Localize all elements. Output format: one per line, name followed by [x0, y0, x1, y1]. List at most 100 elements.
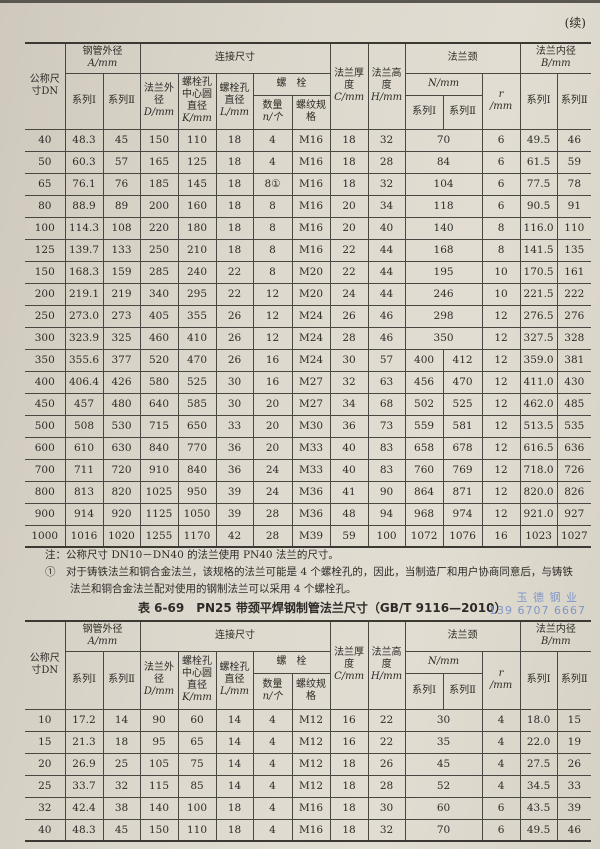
- cell-bolt-qty: 12: [252, 326, 293, 350]
- cell-flange-od: 105: [139, 752, 179, 776]
- col-bore-series1: 系列Ⅰ: [519, 650, 558, 710]
- cell-bolt-qty: 8: [252, 194, 293, 218]
- table-row: 600 610 630 840 770 36 20 M33 40 83 658 678 12 616.5 6…: [25, 436, 592, 460]
- col-pipe-od-text: A/mm: [87, 58, 118, 70]
- cell-neck-n-1: 1072: [404, 524, 444, 548]
- col-pipe-od-series2: 系列Ⅱ: [102, 72, 141, 130]
- cell-thickness: 18: [329, 752, 369, 776]
- cell-bolt-hole: 22: [215, 260, 254, 284]
- cell-bolt-circle: 355: [177, 304, 217, 328]
- cell-thread: M24: [291, 304, 331, 328]
- col-thickness: 法兰厚度 C/mm: [329, 620, 369, 710]
- col-thickness-text: 法兰厚度: [334, 68, 365, 92]
- cell-bore-2: 485: [556, 392, 592, 416]
- col-connection: 连接尺寸: [139, 42, 331, 74]
- cell-pipe-od-1: 76.1: [64, 172, 104, 196]
- cell-flange-od: 340: [139, 282, 179, 306]
- cell-bore-1: 116.0: [519, 216, 558, 240]
- cell-bolt-qty: 4: [252, 818, 293, 842]
- cell-height: 83: [367, 458, 406, 482]
- cell-neck-n-1: 559: [404, 414, 444, 438]
- cell-bore-1: 327.5: [519, 326, 558, 350]
- cell-neck-n-2: 412: [442, 348, 483, 372]
- cell-bolt-qty: 4: [252, 752, 293, 776]
- col-bore-text: 法兰内径: [535, 46, 576, 58]
- cell-bolt-qty: 28: [252, 502, 293, 526]
- cell-thickness: 48: [329, 502, 369, 526]
- cell-height: 44: [367, 260, 406, 284]
- cell-thread: M27: [291, 392, 331, 416]
- cell-neck-r: 12: [481, 436, 521, 460]
- cell-neck-r: 12: [481, 304, 521, 328]
- cell-neck-n-2: 974: [442, 502, 483, 526]
- table-row: 32 42.4 38 140 100 18 4 M16 18 30 60 6 43.5 39: [25, 796, 592, 820]
- cell-bolt-hole: 18: [215, 818, 254, 842]
- cell-neck-n-1: 864: [404, 480, 444, 504]
- col-bore-series1-text: 系列Ⅰ: [526, 674, 551, 685]
- col-bolt-circle: 螺栓孔中心圆直径 K/mm: [177, 72, 217, 130]
- cell-bolt-hole: 26: [215, 348, 254, 372]
- cell-height: 68: [367, 392, 406, 416]
- cell-bore-1: 820.0: [519, 480, 558, 504]
- cell-pipe-od-2: 14: [102, 708, 141, 732]
- cell-pipe-od-2: 273: [102, 304, 141, 328]
- cell-pipe-od-1: 60.3: [64, 150, 104, 174]
- cell-bolt-hole: 18: [215, 796, 254, 820]
- cell-pipe-od-1: 17.2: [64, 708, 104, 732]
- col-bolt-qty: 数量 n/个: [253, 672, 293, 710]
- cell-bore-1: 411.0: [519, 370, 558, 394]
- cell-bolt-qty: 12: [252, 304, 293, 328]
- cell-neck-r: 12: [481, 458, 521, 482]
- cell-neck-n: 350: [404, 326, 483, 350]
- cell-thickness: 16: [329, 730, 369, 754]
- cell-dn: 65: [25, 172, 66, 196]
- col-pipe-od: 钢管外径 A/mm: [64, 620, 141, 652]
- cell-height: 30: [367, 796, 406, 820]
- cell-bore-2: 276: [556, 304, 592, 328]
- cell-bolt-qty: 20: [252, 392, 293, 416]
- cell-bore-1: 49.5: [519, 818, 558, 842]
- cell-pipe-od-2: 219: [102, 282, 141, 306]
- cell-bolt-qty: 12: [252, 282, 293, 306]
- table-note: 注：公称尺寸 DN10－DN40 的法兰使用 PN40 法兰的尺寸。: [45, 549, 339, 561]
- cell-thread: M16: [291, 216, 331, 240]
- table-row: 150 168.3 159 285 240 22 8 M20 22 44 195 10 170.5 161: [25, 260, 592, 284]
- cell-bore-2: 927: [556, 502, 592, 526]
- cell-thread: M12: [291, 730, 331, 754]
- cell-dn: 300: [25, 326, 66, 350]
- cell-bolt-circle: 525: [177, 370, 217, 394]
- cell-dn: 900: [25, 502, 66, 526]
- cell-bolt-circle: 950: [177, 480, 217, 504]
- cell-neck-n: 168: [404, 238, 483, 262]
- col-neck: 法兰颈: [404, 620, 521, 652]
- cell-bolt-circle: 110: [177, 818, 217, 842]
- cell-flange-od: 250: [139, 238, 179, 262]
- col-pipe-od-text: 钢管外径: [82, 46, 123, 58]
- col-bolt-circle-text: 螺栓孔中心圆直径: [182, 77, 212, 112]
- cell-pipe-od-1: 139.7: [64, 238, 104, 262]
- table-row: 900 914 920 1125 1050 39 28 M36 48 94 968 974 12 921.…: [25, 502, 592, 526]
- cell-bolt-circle: 210: [177, 238, 217, 262]
- col-bolt-hole-text: L/mm: [220, 107, 249, 118]
- cell-bore-2: 39: [556, 796, 592, 820]
- cell-height: 26: [367, 752, 406, 776]
- cell-height: 32: [367, 818, 406, 842]
- cell-flange-od: 90: [139, 708, 179, 732]
- cell-height: 94: [367, 502, 406, 526]
- col-flange-od-text: D/mm: [143, 686, 175, 697]
- cell-dn: 25: [25, 774, 66, 798]
- cell-pipe-od-1: 33.7: [64, 774, 104, 798]
- cell-bolt-circle: 85: [177, 774, 217, 798]
- cell-bore-1: 359.0: [519, 348, 558, 372]
- col-bolt-circle: 螺栓孔中心圆直径 K/mm: [177, 650, 217, 710]
- table-row: 25 33.7 32 115 85 14 4 M12 18 28 52 4 34.5 33: [25, 774, 592, 798]
- cell-thread: M33: [291, 436, 331, 460]
- col-bolt-hole-text: 螺栓孔直径: [219, 83, 250, 106]
- cell-bore-2: 1027: [556, 524, 592, 548]
- cell-neck-r: 6: [481, 796, 521, 820]
- cell-bore-1: 170.5: [519, 260, 558, 284]
- cell-flange-od: 910: [139, 458, 179, 482]
- cell-pipe-od-2: 1020: [102, 524, 141, 548]
- cell-thickness: 18: [329, 796, 369, 820]
- cell-bolt-qty: 28: [252, 524, 293, 548]
